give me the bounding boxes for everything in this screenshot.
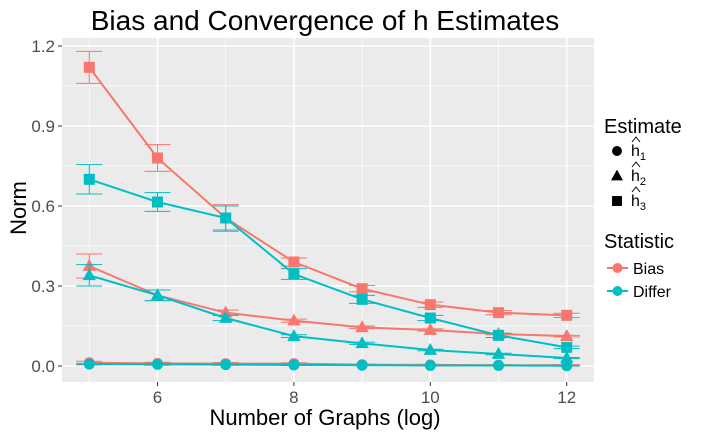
- data-point: [288, 268, 300, 280]
- data-point: [493, 359, 505, 371]
- y-tick-label: 0.6: [31, 197, 55, 216]
- y-tick-label: 0.9: [31, 117, 55, 136]
- legend: Estimate Statistic h1 h2 h3 Bias Differ: [604, 116, 682, 301]
- data-point: [83, 358, 95, 370]
- data-point: [356, 359, 368, 371]
- data-point: [493, 307, 505, 319]
- legend-key-square: [612, 196, 622, 206]
- series-line: [88, 66, 567, 317]
- data-point: [493, 329, 505, 341]
- legend-item-bias: Bias: [607, 261, 664, 278]
- data-point: [491, 346, 506, 359]
- panel-background: [62, 38, 594, 382]
- data-point: [355, 320, 369, 333]
- x-tick-label: 12: [557, 388, 576, 407]
- data-point: [560, 350, 574, 363]
- series-h1-Differ: [76, 358, 580, 372]
- data-point: [150, 288, 165, 301]
- legend-estimate-title: Estimate: [604, 116, 682, 138]
- data-point: [151, 152, 163, 164]
- legend-label: Differ: [633, 284, 672, 301]
- legend-key-circle: [612, 146, 622, 156]
- data-point: [82, 268, 96, 281]
- legend-items: h1 h2 h3 Bias Differ: [607, 136, 672, 301]
- data-point: [288, 359, 300, 371]
- legend-item-square: h3: [612, 186, 646, 213]
- data-point: [424, 359, 436, 371]
- hat-icon: [631, 186, 641, 193]
- hat-icon: [631, 161, 641, 168]
- series-line: [88, 178, 567, 349]
- data-point: [220, 359, 232, 371]
- data-point: [424, 312, 436, 324]
- chart-title: Bias and Convergence of h Estimates: [91, 5, 559, 36]
- legend-label: h3: [631, 193, 646, 213]
- data-point: [288, 256, 300, 268]
- plot-panel: [62, 38, 594, 382]
- data-point: [356, 283, 368, 295]
- data-point: [561, 360, 573, 372]
- axes: 0.0 0.3 0.6 0.9 1.2 6 8 10 12: [31, 37, 576, 407]
- data-point: [355, 336, 369, 349]
- legend-label: Bias: [633, 261, 664, 278]
- data-point: [356, 293, 368, 305]
- data-point: [151, 196, 163, 208]
- data-point: [287, 313, 301, 326]
- data-point: [423, 322, 437, 335]
- x-tick-label: 10: [421, 388, 440, 407]
- legend-item-circle: h1: [612, 136, 646, 163]
- legend-key-point: [612, 263, 623, 273]
- data-point: [83, 173, 95, 185]
- data-point: [561, 341, 573, 353]
- data-point: [219, 310, 233, 323]
- y-tick-label: 0.3: [31, 277, 55, 296]
- data-point: [287, 329, 301, 341]
- y-axis-label: Norm: [6, 181, 31, 235]
- x-tick-label: 8: [289, 388, 298, 407]
- data-point: [561, 309, 573, 321]
- legend-item-triangle: h2: [610, 161, 646, 188]
- legend-item-differ: Differ: [607, 284, 672, 301]
- series-h3-Differ: [76, 164, 580, 353]
- data-point: [423, 342, 437, 355]
- y-tick-label: 0.0: [31, 357, 55, 376]
- x-tick-label: 6: [153, 388, 162, 407]
- grid-lines: [62, 38, 594, 382]
- legend-statistic-title: Statistic: [604, 231, 674, 253]
- legend-label: h1: [631, 143, 646, 163]
- hat-icon: [631, 136, 641, 143]
- legend-key-triangle: [610, 169, 624, 181]
- legend-label: h2: [631, 168, 646, 188]
- series-h2-Differ: [76, 264, 580, 363]
- data-point: [560, 329, 574, 341]
- data-point: [220, 212, 232, 224]
- x-axis-label: Number of Graphs (log): [209, 405, 440, 430]
- data-point: [151, 358, 163, 370]
- legend-key-point: [612, 286, 623, 296]
- data-point: [424, 299, 436, 311]
- data-point: [83, 61, 95, 73]
- series-layer: [76, 50, 580, 372]
- y-tick-label: 1.2: [31, 37, 55, 56]
